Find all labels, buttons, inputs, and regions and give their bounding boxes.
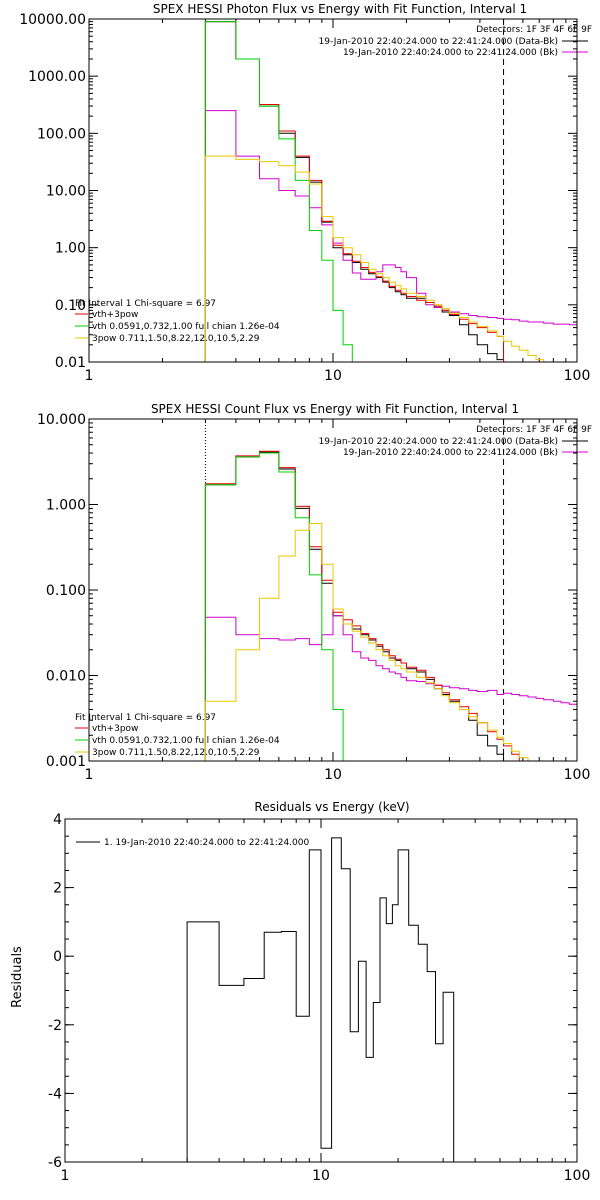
legend-label: 3pow 0.711,1.50,8.22,12.0,10.5,2.29	[92, 334, 260, 344]
series-1-19-jan-2010-22-40-24-000-to-22-41-24-000	[186, 837, 455, 1162]
series-3pow	[204, 523, 529, 761]
3pow-legend-entry: 3pow 0.711,1.50,8.22,12.0,10.5,2.29	[75, 748, 260, 758]
axes-frame	[88, 418, 578, 762]
axes-frame	[64, 818, 578, 1163]
detectors-label: Detectors: 1F 3F 4F 6F 9F	[476, 425, 592, 435]
series-3pow	[204, 155, 545, 362]
plot-area-2: 1 10 100 0.001 0.010 0.100 1.000 10.000	[37, 412, 591, 783]
data-bk-legend-entry: 19-Jan-2010 22:40:24.000 to 22:41:24.000…	[319, 37, 588, 47]
x-tick-label: 100	[564, 368, 591, 384]
y-tick-label: 0.001	[46, 754, 86, 770]
plot-marks	[204, 419, 577, 761]
fit-interval-label: Fit Interval 1 Chi-square = 6.97	[75, 713, 216, 723]
x-tick-label: 1	[85, 368, 94, 384]
legend-label: 19-Jan-2010 22:40:24.000 to 22:41:24.000…	[319, 37, 558, 47]
y-tick-label: 1000.00	[28, 69, 86, 85]
y-tick-label: 0.100	[46, 583, 86, 599]
residuals-panel: Residuals vs Energy (keV) Residuals 1. 1…	[10, 800, 410, 1008]
legend-label: vth 0.0591,0.732,1.00 full chian 1.26e-0…	[92, 322, 280, 332]
data-bk-legend-entry: 19-Jan-2010 22:40:24.000 to 22:41:24.000…	[319, 437, 588, 447]
y-tick-label: 2	[53, 881, 62, 897]
x-tick-label: 100	[564, 767, 591, 783]
vth-3pow-legend-entry: vth+3pow	[75, 724, 138, 734]
y-tick-label: 10.000	[37, 412, 86, 428]
y-tick-label: 0.10	[55, 298, 86, 314]
detectors-label: Detectors: 1F 3F 4F 6F 9F	[476, 25, 592, 35]
vth-legend-entry: vth 0.0591,0.732,1.00 full chian 1.26e-0…	[75, 736, 280, 746]
legend-label: 1. 19-Jan-2010 22:40:24.000 to 22:41:24.…	[104, 838, 309, 848]
y-tick-label: -6	[48, 1155, 62, 1171]
fit-interval-label: Fit Interval 1 Chi-square = 6.97	[75, 299, 216, 309]
chart-title: Residuals vs Energy (keV)	[254, 800, 409, 814]
legend-label: vth+3pow	[92, 724, 138, 734]
legend-label: 19-Jan-2010 22:40:24.000 to 22:41:24.000…	[319, 437, 558, 447]
series-vth	[204, 452, 344, 761]
bk-legend-entry: 19-Jan-2010 22:40:24.000 to 22:41:24.000…	[343, 48, 588, 58]
bk-legend-entry: 19-Jan-2010 22:40:24.000 to 22:41:24.000…	[343, 448, 588, 458]
legend-label: vth 0.0591,0.732,1.00 full chian 1.26e-0…	[92, 736, 280, 746]
series-vth-3pow	[204, 21, 504, 362]
y-tick-label: 0.01	[55, 355, 86, 371]
legend-label: 3pow 0.711,1.50,8.22,12.0,10.5,2.29	[92, 748, 260, 758]
y-tick-label: 4	[53, 812, 62, 828]
series-data-bk	[204, 21, 504, 362]
3pow-legend-entry: 3pow 0.711,1.50,8.22,12.0,10.5,2.29	[75, 334, 260, 344]
vth-3pow-legend-entry: vth+3pow	[75, 310, 138, 320]
y-tick-label: 1.000	[46, 498, 86, 514]
y-tick-label: -4	[48, 1086, 62, 1102]
y-tick-label: 0.010	[46, 669, 86, 685]
y-axis-label: Residuals	[10, 946, 25, 1008]
x-tick-label: 100	[564, 1168, 591, 1184]
axes-frame	[88, 18, 578, 363]
y-tick-label: 10.00	[46, 184, 86, 200]
residuals-legend-entry: 1. 19-Jan-2010 22:40:24.000 to 22:41:24.…	[76, 838, 309, 848]
legend-label: 19-Jan-2010 22:40:24.000 to 22:41:24.000…	[343, 48, 558, 58]
chart-title: SPEX HESSI Photon Flux vs Energy with Fi…	[153, 2, 527, 16]
plot-marks	[186, 837, 455, 1162]
y-tick-label: 1.00	[55, 241, 86, 257]
plot-marks	[204, 19, 577, 362]
x-tick-label: 10	[324, 368, 342, 384]
legend-label: vth+3pow	[92, 310, 138, 320]
y-tick-label: -2	[48, 1018, 62, 1034]
plot-area-3: 1 10 100 -6 -4 -2 0 2 4	[48, 812, 591, 1184]
plot-area-1: 1 10 100 0.01 0.10 1.00 10.00 100.00 1000.00 1000…	[19, 12, 591, 384]
x-tick-label: 1	[61, 1168, 70, 1184]
y-tick-label: 10000.00	[19, 12, 86, 28]
vth-legend-entry: vth 0.0591,0.732,1.00 full chian 1.26e-0…	[75, 322, 280, 332]
series-bk	[204, 615, 577, 761]
legend-label: 19-Jan-2010 22:40:24.000 to 22:41:24.000…	[343, 448, 558, 458]
series-bk	[204, 110, 577, 362]
x-tick-label: 10	[324, 767, 342, 783]
chart-title: SPEX HESSI Count Flux vs Energy with Fit…	[151, 402, 519, 416]
x-tick-label: 1	[85, 767, 94, 783]
count-flux-panel: SPEX HESSI Count Flux vs Energy with Fit…	[75, 402, 592, 758]
series-vth	[204, 21, 353, 362]
photon-flux-panel: SPEX HESSI Photon Flux vs Energy with Fi…	[75, 2, 592, 344]
x-tick-label: 10	[312, 1168, 330, 1184]
y-tick-label: 0	[53, 949, 62, 965]
y-tick-label: 100.00	[37, 126, 86, 142]
